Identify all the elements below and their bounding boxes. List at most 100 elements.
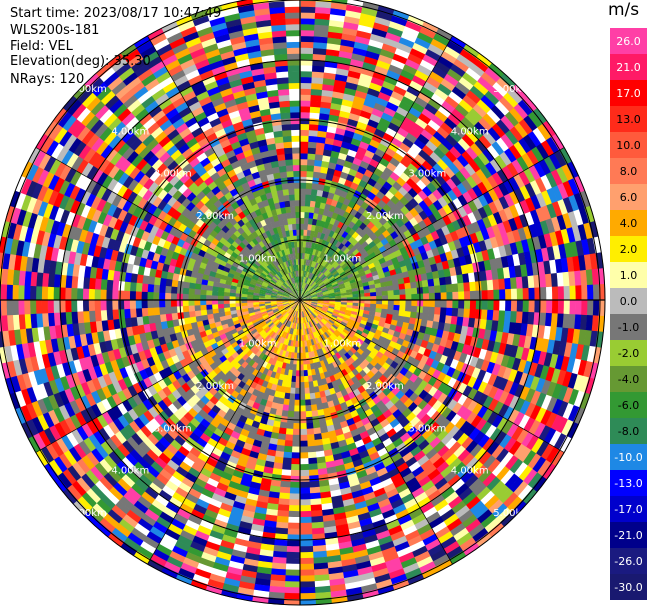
velocity-gate	[435, 174, 447, 186]
velocity-gate	[381, 304, 389, 310]
velocity-gate	[309, 392, 316, 400]
velocity-gate	[405, 58, 421, 71]
velocity-gate	[323, 185, 331, 193]
velocity-gate	[443, 268, 451, 278]
velocity-gate	[363, 306, 371, 312]
velocity-gate	[321, 308, 328, 313]
velocity-gate	[480, 309, 488, 321]
velocity-gate	[431, 93, 446, 106]
velocity-gate	[341, 425, 351, 435]
velocity-gate	[482, 395, 494, 410]
velocity-gate	[322, 317, 329, 323]
velocity-gate	[551, 286, 559, 301]
velocity-gate	[272, 550, 287, 558]
velocity-gate	[300, 229, 304, 236]
velocity-gate	[334, 133, 345, 142]
velocity-gate	[327, 289, 335, 293]
velocity-gate	[393, 85, 408, 97]
velocity-gate	[519, 185, 531, 201]
velocity-gate	[392, 423, 404, 434]
velocity-gate	[303, 322, 307, 330]
velocity-gate	[407, 269, 416, 278]
velocity-gate	[439, 235, 449, 246]
velocity-gate	[321, 378, 328, 386]
velocity-gate	[338, 546, 354, 556]
velocity-gate	[314, 444, 324, 452]
velocity-gate	[312, 275, 318, 282]
velocity-gate	[282, 457, 292, 465]
velocity-gate	[592, 300, 600, 317]
velocity-gate	[347, 261, 355, 269]
velocity-gate	[360, 455, 372, 465]
velocity-gate	[496, 119, 511, 135]
velocity-gate	[531, 146, 545, 163]
velocity-gate	[313, 386, 320, 393]
velocity-gate	[299, 546, 314, 553]
velocity-gate	[335, 295, 342, 299]
velocity-gate	[420, 566, 439, 580]
velocity-gate	[465, 365, 476, 377]
velocity-gate	[401, 451, 414, 463]
velocity-gate	[552, 245, 562, 261]
velocity-gate	[417, 370, 428, 381]
velocity-gate	[450, 315, 458, 326]
velocity-gate	[516, 429, 529, 445]
velocity-gate	[568, 271, 576, 287]
velocity-gate	[464, 163, 477, 177]
velocity-gate	[476, 509, 493, 525]
velocity-gate	[490, 104, 506, 121]
velocity-gate	[391, 314, 399, 322]
velocity-gate	[434, 61, 451, 75]
velocity-gate	[342, 278, 350, 284]
velocity-gate	[393, 294, 401, 301]
velocity-gate	[368, 240, 377, 249]
velocity-gate	[364, 296, 371, 301]
velocity-gate	[370, 562, 388, 573]
velocity-gate	[357, 78, 372, 89]
velocity-gate	[568, 314, 576, 330]
velocity-gate	[205, 294, 213, 300]
velocity-gate	[322, 520, 336, 528]
velocity-gate	[437, 382, 448, 394]
velocity-gate	[503, 92, 519, 109]
velocity-gate	[300, 70, 313, 78]
velocity-gate	[290, 352, 295, 359]
velocity-gate	[324, 261, 330, 269]
velocity-gate	[341, 165, 351, 175]
velocity-gate	[323, 324, 330, 331]
velocity-gate	[567, 178, 580, 196]
velocity-gate	[316, 315, 322, 321]
velocity-gate	[377, 54, 394, 65]
velocity-gate	[389, 432, 401, 444]
velocity-gate	[540, 409, 553, 426]
velocity-gate	[306, 309, 311, 315]
velocity-gate	[575, 285, 582, 301]
velocity-gate	[285, 551, 300, 559]
velocity-gate	[393, 330, 401, 339]
velocity-gate	[436, 185, 448, 197]
velocity-gate	[574, 270, 582, 287]
velocity-gate	[427, 278, 435, 287]
velocity-gate	[441, 154, 454, 167]
velocity-gate	[312, 212, 319, 220]
velocity-gate	[311, 326, 317, 333]
velocity-gate	[319, 485, 331, 493]
velocity-gate	[330, 102, 343, 111]
velocity-gate	[153, 299, 160, 308]
velocity-gate	[309, 498, 322, 506]
velocity-gate	[338, 228, 346, 237]
velocity-gate	[321, 347, 327, 354]
velocity-gate	[471, 402, 484, 416]
velocity-gate	[372, 274, 380, 281]
velocity-gate	[403, 90, 419, 103]
velocity-gate	[493, 198, 505, 213]
velocity-gate	[336, 278, 344, 284]
velocity-gate	[458, 255, 467, 267]
velocity-gate	[313, 433, 323, 441]
velocity-gate	[569, 285, 577, 301]
velocity-gate	[503, 393, 515, 408]
velocity-gate	[317, 124, 329, 133]
velocity-gate	[334, 293, 342, 297]
velocity-gate	[308, 253, 313, 261]
velocity-gate	[188, 305, 195, 312]
